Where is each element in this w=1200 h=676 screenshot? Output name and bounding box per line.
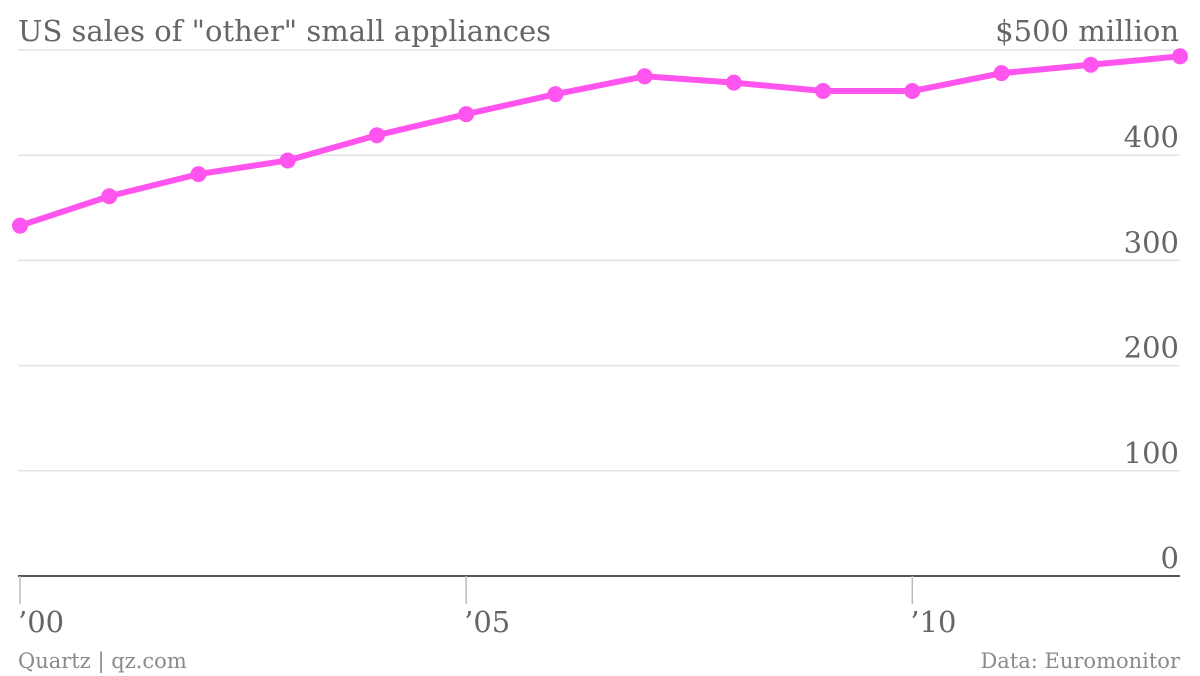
y-axis-labels: 400 300 200 100 0: [1124, 120, 1179, 575]
x-tick-label: ’05: [464, 605, 510, 639]
data-point-2011: [993, 65, 1010, 82]
y-tick-label: 0: [1161, 541, 1179, 575]
x-axis: [18, 575, 1180, 604]
data-point-2009: [815, 83, 832, 100]
data-point-2003: [279, 152, 296, 169]
data-points: [12, 48, 1188, 234]
y-tick-label: 400: [1124, 120, 1179, 154]
x-axis-labels: ’00 ’05 ’10: [18, 605, 956, 639]
data-point-2006: [547, 86, 564, 103]
data-point-2005: [458, 106, 475, 123]
data-source: Data: Euromonitor: [980, 649, 1180, 673]
data-point-2007: [636, 68, 653, 85]
x-tick-label: ’10: [910, 605, 956, 639]
series-line: [17, 53, 1183, 229]
y-tick-label: 200: [1124, 331, 1179, 365]
y-tick-label: 100: [1124, 436, 1179, 470]
data-point-2004: [368, 127, 385, 144]
grid-lines: [18, 49, 1180, 472]
x-tick-label: ’00: [18, 605, 64, 639]
chart-title: US sales of "other" small appliances: [18, 14, 551, 48]
data-point-2000: [12, 217, 28, 234]
y-tick-label: 300: [1124, 225, 1179, 259]
data-point-2013: [1172, 48, 1188, 65]
series-line-path: [17, 53, 1183, 229]
data-point-2001: [101, 188, 118, 205]
y-axis-unit-label: $500 million: [995, 14, 1179, 48]
source-credit: Quartz | qz.com: [18, 649, 187, 674]
data-point-2010: [904, 83, 921, 100]
data-point-2012: [1082, 56, 1099, 73]
data-point-2002: [190, 166, 207, 183]
data-point-2008: [725, 74, 742, 91]
